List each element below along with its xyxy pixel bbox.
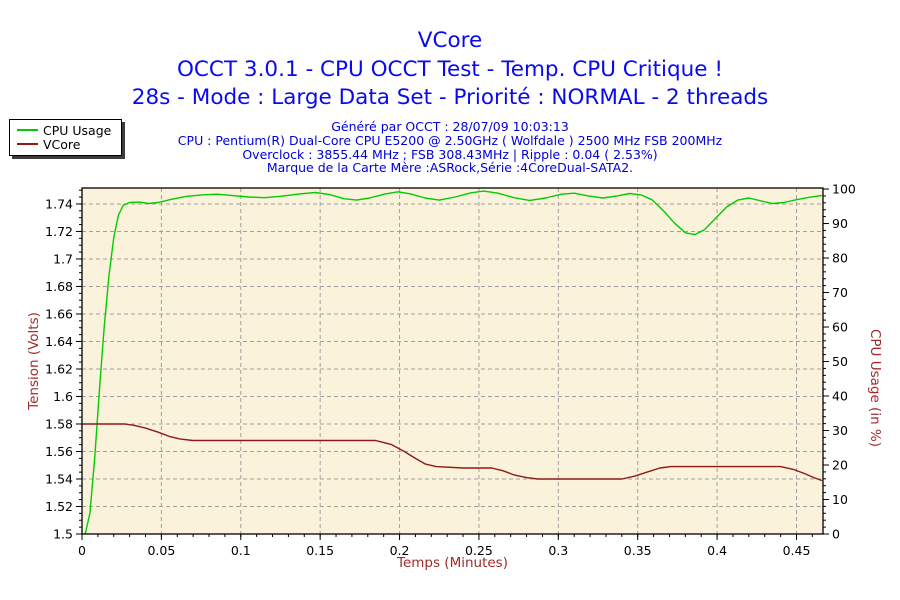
chart-subtitle-2: 28s - Mode : Large Data Set - Priorité :… [131,85,769,110]
x-tick-label: 0.05 [147,543,175,558]
info-cpu: CPU : Pentium(R) Dual-Core CPU E5200 @ 2… [177,132,723,148]
chart-subtitle-1: OCCT 3.0.1 - CPU OCCT Test - Temp. CPU C… [177,56,723,82]
info-overclock: Overclock : 3855.44 MHz ; FSB 308.43MHz … [242,146,658,162]
x-axis-title: Temps (Minutes) [396,555,508,571]
left-tick-label: 1.58 [45,416,73,431]
left-tick-label: 1.5 [53,527,73,542]
info-block: Généré par OCCT : 28/07/09 10:03:13 CPU … [0,120,900,175]
x-tick-label: 0.3 [548,543,568,558]
cpu-usage-line [84,190,823,535]
legend-item-vcore: VCore [17,136,111,152]
title-block: VCore OCCT 3.0.1 - CPU OCCT Test - Temp.… [0,27,900,113]
vcore-line [81,423,823,482]
vcore-line-swatch [17,143,38,145]
cpu-usage-line-swatch [17,129,38,131]
plot-border [81,187,824,535]
legend: CPU Usage VCore [9,119,123,156]
right-tick-label: 0 [832,527,840,542]
right-tick-label: 90 [832,216,848,231]
legend-item-cpu-usage: CPU Usage [17,122,112,138]
x-tick-label: 0.45 [783,543,811,558]
right-tick-label: 20 [832,458,848,473]
left-tick-label: 1.74 [45,196,73,211]
right-tick-label: 40 [832,389,848,404]
x-tick-label: 0.15 [306,543,334,558]
x-tick-label: 0.4 [707,543,727,558]
left-tick-label: 1.52 [45,499,73,514]
plot-area [82,188,823,534]
x-tick-label: 0.35 [624,543,652,558]
legend-label-vcore: VCore [43,136,81,152]
x-tick-label: 0.2 [390,543,410,558]
left-tick-label: 1.7 [53,251,73,266]
right-tick-label: 30 [832,423,848,438]
x-tick-label: 0.1 [231,543,251,558]
left-tick-label: 1.62 [45,361,73,376]
x-tick-label: 0.25 [465,543,493,558]
right-tick-label: 100 [832,182,856,197]
left-tick-label: 1.56 [45,444,73,459]
right-tick-label: 50 [832,354,848,369]
left-tick-label: 1.6 [53,389,73,404]
right-tick-label: 60 [832,320,848,335]
left-tick-label: 1.54 [45,471,73,486]
info-motherboard: Marque de la Carte Mère :ASRock,Série :4… [266,160,634,176]
chart-title: VCore [417,28,483,53]
left-tick-label: 1.64 [45,334,73,349]
right-tick-label: 10 [832,492,848,507]
info-generated: Généré par OCCT : 28/07/09 10:03:13 [331,119,569,134]
left-axis-title: Tension (Volts) [26,312,42,411]
left-tick-label: 1.66 [45,306,73,321]
right-tick-label: 70 [832,285,848,300]
left-tick-label: 1.72 [45,224,73,239]
x-tick-label: 0 [78,543,86,558]
right-axis-title: CPU Usage (in %) [867,329,883,447]
right-tick-label: 80 [832,251,848,266]
legend-label-cpu-usage: CPU Usage [43,122,112,138]
left-tick-label: 1.68 [45,279,73,294]
